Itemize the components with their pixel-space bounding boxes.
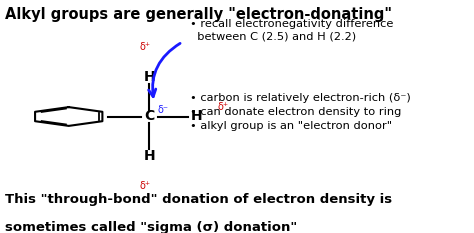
Text: δ⁺: δ⁺ xyxy=(139,42,150,51)
Text: H: H xyxy=(191,110,202,123)
Text: • recall electronegativity difference
  between C (2.5) and H (2.2): • recall electronegativity difference be… xyxy=(190,19,393,42)
Text: δ⁻: δ⁻ xyxy=(158,105,169,114)
FancyArrowPatch shape xyxy=(149,43,180,97)
Text: Alkyl groups are generally "electron-donating": Alkyl groups are generally "electron-don… xyxy=(5,7,392,22)
Text: H: H xyxy=(144,70,155,84)
Text: H: H xyxy=(144,149,155,163)
Text: C: C xyxy=(144,110,155,123)
Text: δ⁺: δ⁺ xyxy=(139,182,150,191)
Text: This "through-bond" donation of electron density is: This "through-bond" donation of electron… xyxy=(5,193,392,206)
Text: • carbon is relatively electron-rich (δ⁻)
• can donate electron density to ring
: • carbon is relatively electron-rich (δ⁻… xyxy=(190,93,410,131)
Text: δ⁺: δ⁺ xyxy=(217,102,228,112)
Text: sometimes called "sigma (σ) donation": sometimes called "sigma (σ) donation" xyxy=(5,221,297,233)
